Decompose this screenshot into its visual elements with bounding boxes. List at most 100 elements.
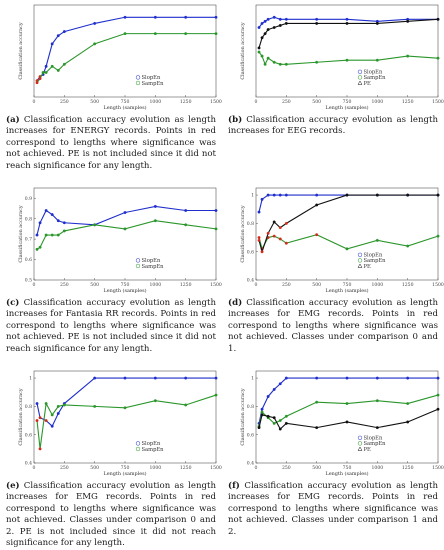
data-point-slopen	[266, 17, 270, 21]
data-point-sampen	[257, 236, 261, 239]
x-tick-label: 1250	[180, 465, 192, 471]
chart-panel-b: 0 250 500 750 1000 1250 1500 Length (samples) Cl…	[222, 0, 444, 183]
data-point-sampen	[266, 56, 270, 60]
data-point-sampen	[93, 42, 97, 46]
x-tick-label: 1000	[371, 99, 383, 105]
data-point-slopen	[214, 15, 218, 19]
data-point-pe	[278, 23, 282, 27]
y-tick-label: 0.8	[247, 404, 254, 410]
data-point-slopen	[260, 407, 264, 411]
x-tick-label: 750	[343, 465, 352, 471]
data-point-sampen	[153, 399, 157, 403]
legend-label-pe: PE	[364, 264, 371, 270]
caption-text-f: Classification accuracy evolution as len…	[228, 481, 438, 537]
legend-label-slopen: SlopEn	[142, 75, 161, 81]
legend-label-pe: PE	[364, 447, 371, 453]
data-point-slopen	[284, 193, 288, 197]
data-point-sampen	[56, 233, 60, 237]
data-point-slopen	[284, 17, 288, 21]
data-point-slopen	[284, 376, 288, 380]
x-tick-label: 250	[282, 99, 291, 105]
data-point-sampen	[214, 227, 218, 231]
plot-frame	[33, 4, 217, 98]
data-point-slopen	[123, 15, 127, 19]
x-tick-label: 250	[60, 99, 69, 105]
legend-label-sampen: SampEn	[364, 75, 387, 81]
data-point-sampen	[123, 227, 127, 231]
data-point-slopen	[93, 21, 97, 25]
data-point-sampen	[56, 68, 60, 72]
legend-marker-sampen	[135, 80, 141, 86]
data-point-slopen	[62, 221, 66, 225]
x-axis-label: Length (samples)	[325, 470, 368, 477]
x-tick-label: 1250	[180, 99, 192, 105]
data-point-slopen	[184, 209, 188, 212]
data-point-pe	[284, 21, 288, 25]
data-point-slopen	[263, 19, 267, 23]
x-tick-label: 0	[255, 99, 258, 105]
y-axis-label: Classification accuracy	[240, 22, 246, 79]
x-tick-label: 250	[60, 465, 69, 471]
x-tick-label: 0	[255, 465, 258, 471]
data-point-sampen	[56, 404, 60, 408]
data-point-slopen	[272, 15, 276, 19]
series-line-sampen	[36, 33, 216, 84]
chart-panel-c: 0 250 500 750 1000 1250 1500 0.9 0.8 0.7 0.6 0.5 Len…	[0, 183, 222, 366]
legend-label-slopen: SlopEn	[142, 258, 161, 264]
data-point-slopen	[44, 209, 48, 212]
data-point-slopen	[260, 197, 264, 201]
data-point-sampen	[375, 399, 379, 403]
data-point-slopen	[315, 193, 319, 197]
legend-marker-pe	[357, 263, 363, 268]
data-point-sampen	[38, 245, 42, 249]
chart-panel-e: 0 250 500 750 1000 1250 1500 1 0.8 0.6 0.4 Length (…	[0, 366, 222, 549]
y-tick-label: 0.8	[25, 404, 32, 410]
data-point-slopen	[93, 376, 97, 380]
series-line-sampen	[258, 394, 439, 427]
data-point-slopen	[56, 34, 60, 38]
data-point-slopen	[260, 21, 264, 25]
chart-svg-c: 0 250 500 750 1000 1250 1500 0.9 0.8 0.7 0.6 0.5 Len…	[18, 187, 222, 294]
data-point-pe	[278, 427, 282, 431]
data-point-pe	[272, 220, 276, 224]
data-point-slopen	[44, 419, 48, 422]
chart-panel-d: 0 250 500 750 1000 1250 1500 1 0.8 0.6 0.4 Length (…	[222, 183, 444, 366]
data-point-slopen	[315, 376, 319, 380]
data-point-sampen	[123, 32, 127, 36]
data-point-sampen	[315, 233, 319, 237]
y-tick-label: 0.6	[247, 432, 254, 438]
data-point-pe	[272, 416, 276, 420]
x-tick-label: 1500	[210, 465, 222, 471]
y-tick-label: 0.9	[25, 196, 32, 202]
data-point-slopen	[406, 376, 410, 380]
data-point-slopen	[345, 17, 349, 21]
legend-marker-slopen	[135, 75, 141, 80]
data-point-sampen	[50, 413, 54, 417]
data-point-slopen	[278, 382, 282, 386]
data-point-sampen	[44, 71, 48, 74]
legend-label-slopen: SlopEn	[364, 70, 383, 76]
y-tick-label: 1	[251, 193, 254, 199]
x-tick-label: 250	[60, 282, 69, 288]
legend-label-slopen: SlopEn	[364, 436, 383, 442]
data-point-sampen	[38, 447, 42, 451]
x-tick-label: 750	[121, 99, 130, 105]
caption-label-b: (b)	[228, 115, 243, 125]
data-point-pe	[257, 238, 261, 242]
legend-marker-sampen	[135, 446, 141, 452]
legend-marker-slopen	[357, 69, 363, 74]
data-point-pe	[266, 28, 270, 31]
y-tick-label: 1	[29, 376, 32, 382]
data-point-sampen	[50, 233, 54, 237]
data-point-sampen	[62, 403, 66, 407]
data-point-sampen	[214, 32, 218, 36]
data-point-slopen	[184, 15, 188, 19]
x-tick-label: 500	[312, 465, 321, 471]
legend-marker-sampen	[357, 75, 363, 80]
caption-label-d: (d)	[228, 298, 243, 308]
data-point-slopen	[153, 204, 157, 208]
x-tick-label: 1250	[402, 465, 414, 471]
x-tick-label: 500	[90, 465, 99, 471]
data-point-pe	[257, 46, 261, 50]
data-point-pe	[436, 407, 440, 411]
